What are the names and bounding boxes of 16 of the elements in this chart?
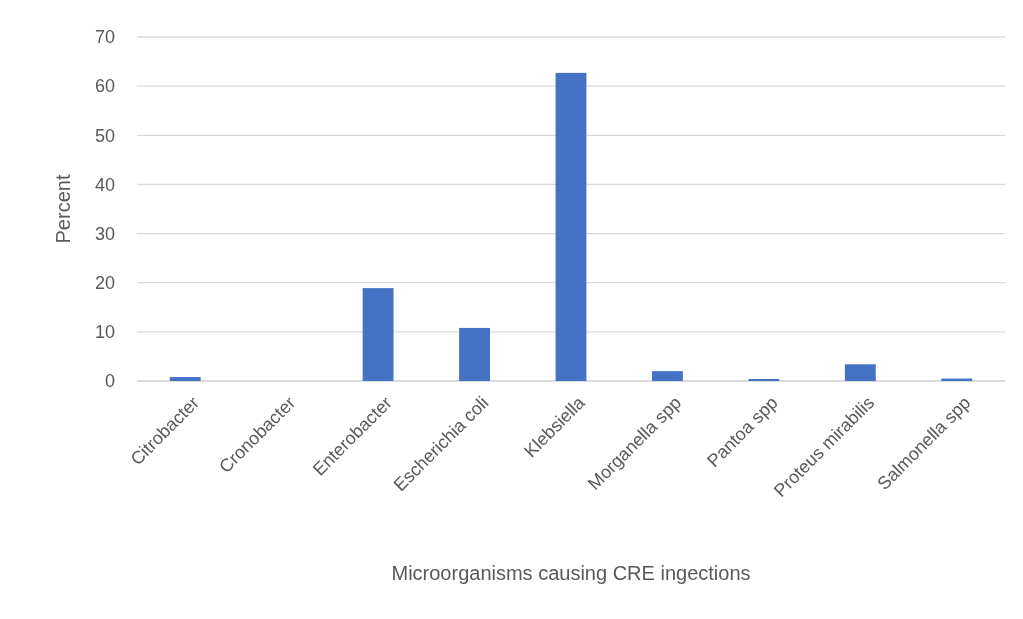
y-tick-label: 30 xyxy=(94,223,115,244)
bar xyxy=(169,377,201,381)
y-tick-label: 20 xyxy=(94,273,115,294)
bar xyxy=(844,364,876,381)
bar xyxy=(362,288,394,381)
y-tick-label: 0 xyxy=(104,371,115,392)
bar xyxy=(459,327,490,381)
y-tick-label: 70 xyxy=(94,27,115,48)
y-tick-label: 60 xyxy=(94,76,115,97)
y-tick-label: 40 xyxy=(94,174,115,195)
y-tick-label: 50 xyxy=(94,125,115,146)
bar xyxy=(555,72,587,381)
y-axis-title: Percent xyxy=(52,174,74,244)
bar xyxy=(652,371,683,381)
y-tick-label: 10 xyxy=(94,322,115,343)
x-axis-title: Microorganisms causing CRE ingections xyxy=(391,562,751,584)
